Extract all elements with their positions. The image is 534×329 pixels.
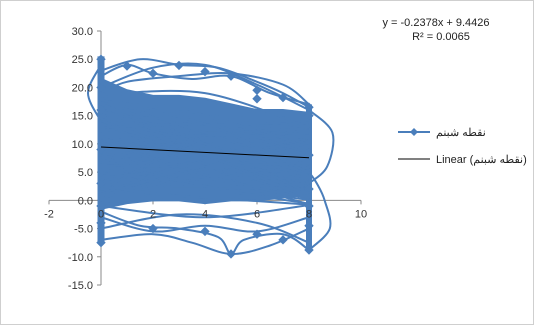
- data-point-marker: [278, 235, 288, 245]
- data-point-marker: [148, 68, 158, 79]
- y-tick-label: 30.0: [72, 26, 93, 38]
- y-tick-label: 15.0: [72, 111, 93, 123]
- series-curve: [308, 109, 335, 185]
- data-point-marker: [252, 229, 262, 239]
- series-strand: [100, 122, 310, 200]
- data-point-marker: [304, 201, 314, 211]
- series-curve: [86, 64, 102, 122]
- series-strand: [100, 165, 310, 200]
- data-point-marker: [200, 66, 210, 77]
- legend: نقطه شبنم Linear (نقطه شبنم): [398, 127, 527, 166]
- data-point-marker: [226, 249, 236, 259]
- y-tick-label: 0.0: [78, 195, 93, 207]
- scatter-chart: 30.0 25.0 20.0 15.0 10.0 5.0 0.0 -5.0 -10.0 -15.0…: [44, 17, 527, 292]
- trendline: [100, 146, 310, 159]
- series-markers: [96, 54, 314, 259]
- series-strand: [100, 101, 310, 174]
- x-tick-label: 0: [98, 208, 104, 220]
- data-point-marker: [304, 150, 314, 160]
- data-point-marker: [96, 201, 106, 211]
- series-strand: [100, 134, 310, 146]
- x-tick-label: 10: [355, 208, 367, 220]
- series-strand: [100, 97, 310, 149]
- data-point-marker: [304, 110, 314, 121]
- x-tick-label: -2: [44, 208, 54, 220]
- series-strand: [100, 161, 310, 168]
- data-point-marker: [304, 184, 314, 194]
- legend-entry-series: نقطه شبنم: [436, 127, 486, 139]
- x-tick-label: 6: [254, 208, 260, 220]
- y-tick-label: -10.0: [68, 252, 93, 264]
- data-point-marker: [122, 61, 132, 71]
- series-strand: [100, 89, 310, 129]
- series-strand: [100, 121, 310, 192]
- data-point-marker: [226, 71, 236, 81]
- equation-label: y = -0.2378x + 9.4426: [382, 17, 489, 29]
- data-point-marker: [96, 105, 106, 115]
- data-point-marker: [96, 54, 106, 64]
- r-squared-label: R² = 0.0065: [412, 31, 470, 43]
- y-tick-label: 20.0: [72, 82, 93, 94]
- y-tick-label: 10.0: [72, 139, 93, 151]
- legend-entry-trend: Linear (نقطه شبنم): [436, 154, 527, 166]
- series-strand: [100, 105, 310, 195]
- data-point-marker: [304, 221, 314, 231]
- data-point-marker: [96, 178, 106, 189]
- trendline-equation: y = -0.2378x + 9.4426 R² = 0.0065: [382, 17, 489, 43]
- y-tick-label: -15.0: [68, 280, 93, 292]
- data-point-marker: [96, 218, 106, 228]
- data-point-marker: [304, 245, 314, 255]
- data-point-marker: [96, 144, 106, 155]
- data-point-marker: [200, 226, 210, 237]
- series-strand: [100, 204, 310, 219]
- legend-marker-diamond: [410, 128, 418, 136]
- series-curve: [100, 62, 310, 111]
- data-point-marker: [278, 92, 288, 103]
- y-tick-label: -5.0: [74, 224, 93, 236]
- data-point-marker: [148, 223, 158, 234]
- data-point-marker: [252, 94, 262, 104]
- x-tick-label: 2: [150, 208, 156, 220]
- series-curve: [308, 171, 332, 251]
- series-strand: [100, 155, 310, 205]
- series-strand: [100, 185, 310, 199]
- series-curve: [100, 227, 310, 255]
- data-point-marker: [96, 237, 106, 248]
- x-tick-label: 4: [202, 208, 208, 220]
- series-curve: [100, 210, 310, 255]
- x-tick-label: 8: [306, 208, 312, 220]
- trendline-line: [100, 146, 310, 159]
- y-tick-label: 25.0: [72, 54, 93, 66]
- tick-labels: 30.0 25.0 20.0 15.0 10.0 5.0 0.0 -5.0 -10.0 -15.0…: [44, 26, 367, 292]
- data-point-marker: [174, 60, 184, 71]
- y-tick-label: 5.0: [78, 167, 93, 179]
- data-point-marker: [96, 82, 106, 93]
